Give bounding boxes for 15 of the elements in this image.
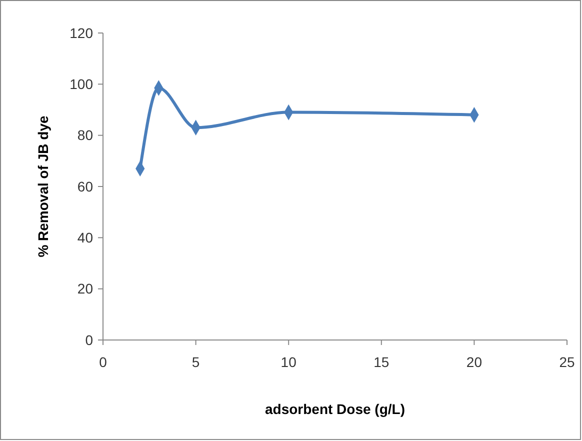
y-tick-label: 20 — [77, 280, 94, 297]
x-tick-label: 20 — [466, 354, 482, 370]
y-tick-label: 40 — [77, 230, 94, 246]
x-tick-label: 25 — [559, 354, 575, 370]
y-axis-title: % Removal of JB dye — [35, 115, 51, 258]
x-tick-label: 0 — [99, 354, 108, 370]
x-tick-label: 5 — [192, 354, 200, 370]
y-tick-label: 0 — [85, 332, 94, 348]
y-tick-label: 60 — [77, 178, 94, 194]
y-tick-label: 80 — [77, 127, 94, 144]
x-tick-label: 15 — [374, 354, 390, 370]
x-axis-title: adsorbent Dose (g/L) — [264, 401, 406, 417]
y-tick-label: 100 — [70, 76, 94, 92]
x-tick-label: 10 — [280, 354, 297, 370]
y-tick-label: 120 — [70, 24, 94, 41]
